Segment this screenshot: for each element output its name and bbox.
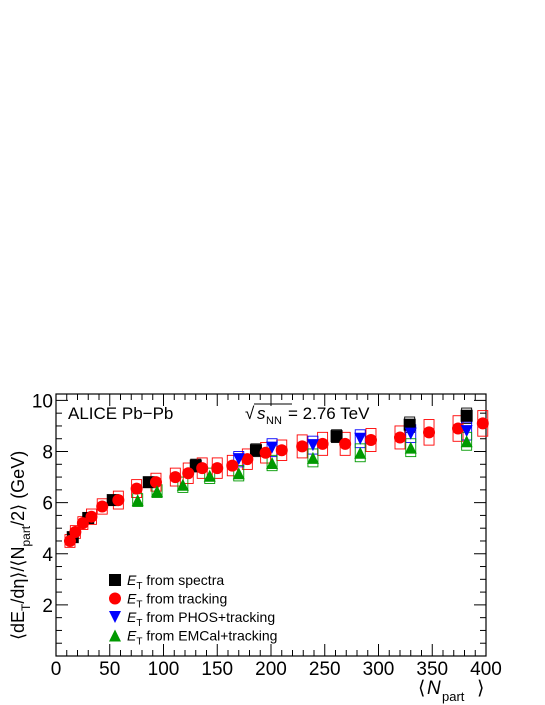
data-point — [354, 432, 367, 445]
data-point — [241, 453, 254, 466]
axis-ticks — [55, 394, 487, 657]
data-point — [69, 526, 82, 539]
x-tick-labels: 0 50 100 150 200 250 300 350 400 — [51, 659, 502, 680]
data-point — [96, 500, 109, 513]
y-tick-label: 6 — [42, 494, 53, 515]
legend-label: ET from spectra — [127, 572, 224, 592]
data-point — [316, 437, 329, 450]
svg-text:⟨dET/dη⟩/⟨Npart/2⟩ (GeV): ⟨dET/dη⟩/⟨Npart/2⟩ (GeV) — [8, 451, 33, 640]
data-point — [404, 427, 417, 440]
y-tick-labels: 2 4 6 8 10 — [32, 391, 54, 616]
data-point — [354, 446, 367, 459]
data-point — [330, 430, 343, 443]
data-point — [196, 462, 209, 475]
svg-text:√: √ — [245, 404, 255, 423]
svg-text:⟨: ⟨ — [418, 678, 425, 699]
y-tick-label: 2 — [42, 596, 53, 617]
chart-title: ALICE Pb−Pb — [68, 404, 173, 423]
x-tick-label: 150 — [201, 659, 233, 680]
data-point — [169, 471, 182, 484]
legend-entry: ET from EMCal+tracking — [109, 628, 277, 648]
sys-error-box — [177, 476, 189, 493]
data-point — [460, 435, 473, 448]
data-point — [149, 476, 162, 489]
data-point — [306, 451, 319, 464]
data-point — [249, 444, 262, 457]
data-point — [266, 457, 279, 470]
data-point — [404, 441, 417, 454]
y-axis-label: ⟨dET/dη⟩/⟨Npart/2⟩ (GeV) — [8, 451, 33, 640]
data-point — [423, 426, 436, 439]
svg-text:= 2.76 TeV: = 2.76 TeV — [288, 404, 370, 423]
data-point — [364, 434, 377, 447]
data-point — [176, 478, 189, 491]
data-point — [394, 431, 406, 444]
y-tick-label: 8 — [42, 443, 53, 464]
x-tick-label: 250 — [309, 659, 341, 680]
data-point — [63, 534, 76, 547]
legend-entry: ET from tracking — [109, 591, 227, 611]
x-tick-label: 200 — [255, 659, 287, 680]
x-tick-label: 50 — [99, 659, 120, 680]
legend-label: ET from EMCal+tracking — [127, 628, 277, 648]
x-tick-label: 400 — [470, 659, 502, 680]
legend-marker — [109, 574, 121, 586]
data-point — [452, 422, 465, 435]
data-point — [131, 494, 144, 507]
svg-text:part: part — [442, 689, 465, 704]
svg-text:NN: NN — [266, 415, 282, 427]
data-point — [460, 409, 473, 422]
legend-label: ET from PHOS+tracking — [127, 609, 275, 629]
svg-text:N: N — [427, 678, 441, 699]
svg-text:⟩: ⟩ — [477, 678, 484, 699]
data-point — [226, 459, 239, 472]
data-point — [232, 467, 245, 480]
data-point — [275, 444, 288, 457]
energy-label: √ s NN = 2.76 TeV — [245, 403, 370, 427]
data-point — [182, 467, 195, 480]
x-tick-label: 0 — [51, 659, 62, 680]
data-markers — [63, 409, 489, 547]
sys-error-box — [266, 454, 278, 472]
x-axis-label: ⟨ N part ⟩ — [418, 678, 484, 704]
legend-marker — [109, 611, 121, 623]
svg-text:s: s — [257, 404, 266, 423]
data-point — [203, 469, 216, 482]
sys-error-box — [204, 467, 216, 484]
legend-label: ET from tracking — [127, 591, 227, 611]
legend-entry: ET from PHOS+tracking — [109, 609, 275, 629]
sys-error-box — [233, 465, 245, 482]
data-point — [476, 417, 489, 430]
legend-marker — [109, 592, 121, 605]
data-point — [112, 494, 125, 507]
data-point — [130, 482, 143, 495]
legend-marker — [109, 629, 121, 642]
data-point — [76, 517, 89, 530]
data-point — [211, 462, 224, 475]
y-tick-label: 4 — [42, 545, 53, 566]
x-tick-label: 300 — [363, 659, 395, 680]
data-point — [151, 485, 164, 498]
data-point — [460, 425, 473, 438]
data-point — [266, 441, 279, 454]
data-point — [259, 446, 272, 459]
x-tick-label: 100 — [148, 659, 180, 680]
legend-entry: ET from spectra — [109, 572, 224, 592]
x-tick-label: 350 — [416, 659, 448, 680]
y-tick-label: 10 — [32, 391, 53, 412]
data-point — [296, 440, 309, 453]
data-point — [339, 437, 352, 450]
data-point — [306, 439, 319, 452]
data-point — [85, 510, 98, 523]
data-point — [232, 453, 245, 466]
